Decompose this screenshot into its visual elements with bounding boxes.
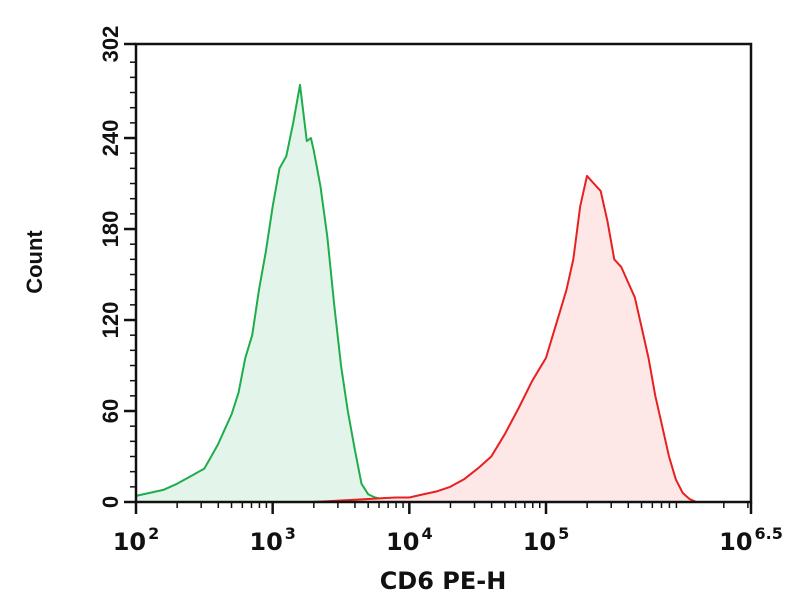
y-tick-label: 60 <box>98 399 123 423</box>
x-tick-label: 10 6.5 <box>719 524 783 556</box>
x-axis: 10 2 10 3 10 4 10 5 10 6.5 <box>113 502 783 556</box>
y-axis: 0 60 120 180 240 302 <box>98 26 136 508</box>
series-1-area <box>313 175 697 502</box>
y-tick-label: 180 <box>98 211 123 248</box>
series-layer <box>135 83 697 503</box>
y-axis-title: Count <box>22 230 47 294</box>
series-1-line <box>313 174 697 503</box>
plot-frame <box>134 42 753 504</box>
series-0-line <box>135 83 410 503</box>
x-axis-title: CD6 PE-H <box>380 567 507 595</box>
x-tick-label: 10 2 <box>113 524 160 556</box>
y-tick-label: 0 <box>98 496 123 508</box>
x-tick-label: 10 3 <box>249 524 296 556</box>
y-tick-label: 120 <box>98 302 123 339</box>
x-tick-label: 10 5 <box>523 524 570 556</box>
series-0-area <box>136 84 410 503</box>
x-tick-label: 10 4 <box>386 524 433 556</box>
y-tick-label: 240 <box>98 120 123 157</box>
y-tick-label: 302 <box>98 26 123 63</box>
